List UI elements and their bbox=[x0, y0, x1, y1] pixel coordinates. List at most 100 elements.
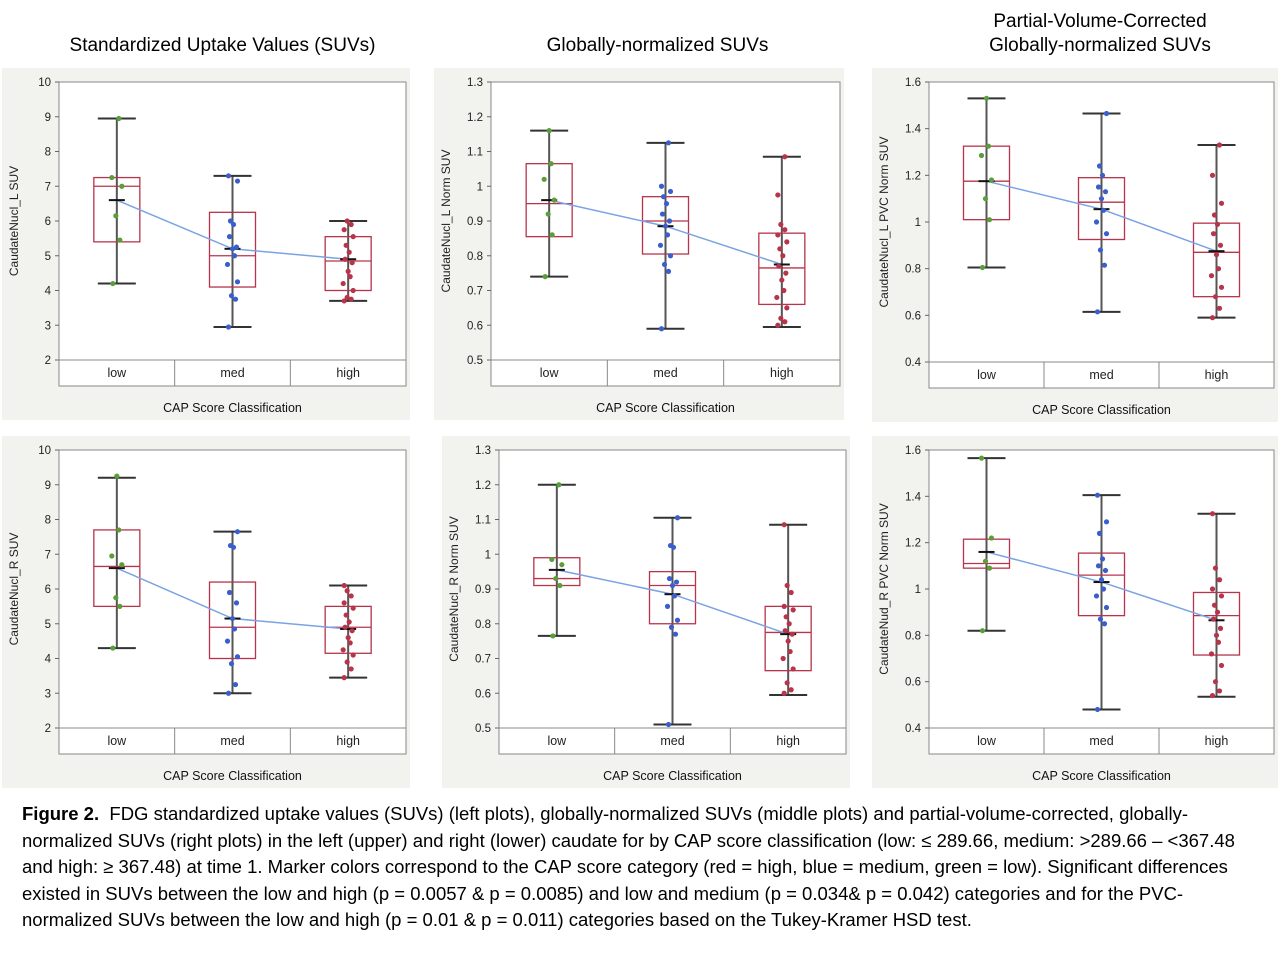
data-point-low bbox=[110, 280, 116, 287]
y-tick-label: 1.4 bbox=[905, 124, 922, 136]
data-point-high bbox=[342, 624, 348, 630]
y-axis-label: CaudateNud_R PVC Norm SUV bbox=[877, 503, 891, 674]
data-point-high bbox=[783, 614, 789, 620]
column-title-suv-text: Standardized Uptake Values (SUVs) bbox=[69, 35, 376, 56]
chart-panel-right-suv: 2 3 4 5 6 7 8 9 10 CaudateNucl_R SUV low med high CAP… bbox=[2, 436, 410, 788]
data-point-med bbox=[1101, 621, 1108, 627]
data-point-med bbox=[224, 261, 231, 268]
data-point-low bbox=[979, 264, 986, 271]
y-tick-label: 0.8 bbox=[475, 619, 491, 631]
x-category-label-med: med bbox=[1089, 734, 1113, 748]
data-point-med bbox=[1097, 247, 1104, 253]
data-point-low bbox=[556, 482, 562, 488]
data-point-low bbox=[983, 95, 990, 101]
y-tick-label: 3 bbox=[45, 320, 51, 332]
data-point-high bbox=[780, 655, 786, 662]
data-point-low bbox=[550, 633, 556, 639]
y-tick-label: 0.6 bbox=[467, 320, 483, 332]
data-point-high bbox=[341, 298, 347, 304]
data-point-high bbox=[341, 675, 347, 681]
data-point-high bbox=[789, 631, 795, 637]
data-point-med bbox=[1096, 530, 1103, 536]
data-point-high bbox=[345, 635, 351, 641]
data-point-med bbox=[671, 593, 678, 599]
data-point-med bbox=[226, 234, 233, 240]
data-point-high bbox=[1211, 602, 1218, 608]
data-point-low bbox=[986, 565, 993, 571]
data-point-med bbox=[234, 654, 241, 660]
data-point-med bbox=[224, 638, 231, 644]
y-tick-label: 2 bbox=[45, 723, 51, 735]
data-point-high bbox=[788, 687, 794, 693]
data-point-med bbox=[234, 279, 241, 285]
chart-panel-left-norm-suv: 0.5 0.6 0.7 0.8 0.9 1 1.1 1.2 1.3 CaudateNucl_L N… bbox=[434, 68, 844, 420]
data-point-med bbox=[1103, 604, 1110, 611]
data-point-low bbox=[557, 582, 563, 589]
data-point-high bbox=[778, 221, 784, 228]
data-point-high bbox=[1217, 242, 1224, 248]
data-point-high bbox=[780, 253, 786, 259]
data-point-med bbox=[668, 624, 675, 630]
y-tick-label: 1 bbox=[915, 584, 921, 596]
y-tick-label: 1.4 bbox=[905, 491, 922, 503]
data-point-low bbox=[110, 645, 116, 651]
column-title-suv: Standardized Uptake Values (SUVs) bbox=[30, 34, 415, 58]
data-point-med bbox=[234, 529, 241, 535]
data-point-low bbox=[549, 232, 555, 238]
data-point-high bbox=[346, 619, 352, 625]
y-axis-label: CaudateNucl_L PVC Norm SUV bbox=[877, 137, 891, 308]
y-axis-label: CaudateNucl_R Norm SUV bbox=[447, 516, 461, 661]
data-point-low bbox=[541, 176, 547, 182]
data-point-med bbox=[230, 221, 237, 228]
box-med bbox=[208, 211, 257, 288]
y-tick-label: 1.2 bbox=[467, 112, 483, 124]
data-point-low bbox=[978, 152, 985, 159]
data-point-high bbox=[341, 227, 347, 233]
y-tick-label: 9 bbox=[45, 480, 51, 492]
x-category-label-low: low bbox=[540, 366, 560, 380]
data-point-low bbox=[985, 143, 992, 149]
box-high bbox=[324, 235, 372, 292]
data-point-high bbox=[784, 582, 790, 589]
data-point-low bbox=[119, 183, 125, 189]
data-point-med bbox=[666, 575, 673, 582]
column-title-pvc-line1: Partial-Volume-Corrected bbox=[993, 11, 1207, 32]
data-point-high bbox=[1209, 692, 1216, 699]
x-category-strip bbox=[490, 359, 841, 387]
y-tick-label: 1 bbox=[477, 181, 483, 193]
data-point-med bbox=[674, 515, 681, 521]
y-tick-label: 1.6 bbox=[905, 77, 921, 89]
data-point-med bbox=[658, 326, 665, 332]
data-point-high bbox=[782, 227, 788, 233]
data-point-high bbox=[781, 522, 787, 528]
figure-caption-label: Figure 2. bbox=[22, 803, 100, 824]
data-point-high bbox=[349, 628, 355, 634]
data-point-med bbox=[1103, 231, 1110, 237]
y-tick-label: 1 bbox=[485, 549, 491, 561]
data-point-low bbox=[113, 213, 119, 219]
data-point-med bbox=[226, 589, 233, 596]
y-tick-label: 0.5 bbox=[475, 723, 491, 735]
x-category-label-low: low bbox=[107, 734, 127, 748]
data-point-high bbox=[344, 659, 350, 665]
chart-svg: 0.4 0.6 0.8 1 1.2 1.4 1.6 CaudateNud_R PVC Norm… bbox=[877, 445, 1275, 783]
data-point-high bbox=[346, 249, 352, 255]
data-point-low bbox=[988, 177, 995, 183]
data-point-med bbox=[227, 218, 234, 224]
box-med bbox=[1077, 552, 1126, 617]
data-point-high bbox=[344, 294, 350, 301]
data-point-med bbox=[1103, 110, 1110, 117]
data-point-med bbox=[229, 615, 236, 622]
data-point-high bbox=[1209, 172, 1216, 178]
data-point-high bbox=[349, 260, 355, 266]
y-tick-label: 0.7 bbox=[475, 654, 491, 666]
data-point-med bbox=[1097, 616, 1104, 622]
data-point-high bbox=[350, 605, 356, 611]
data-point-high bbox=[1217, 625, 1224, 631]
data-point-low bbox=[117, 237, 123, 243]
data-point-high bbox=[775, 192, 781, 198]
x-category-label-low: low bbox=[977, 734, 997, 748]
data-point-high bbox=[344, 588, 350, 594]
data-point-med bbox=[231, 253, 238, 259]
y-tick-label: 0.6 bbox=[475, 688, 491, 700]
